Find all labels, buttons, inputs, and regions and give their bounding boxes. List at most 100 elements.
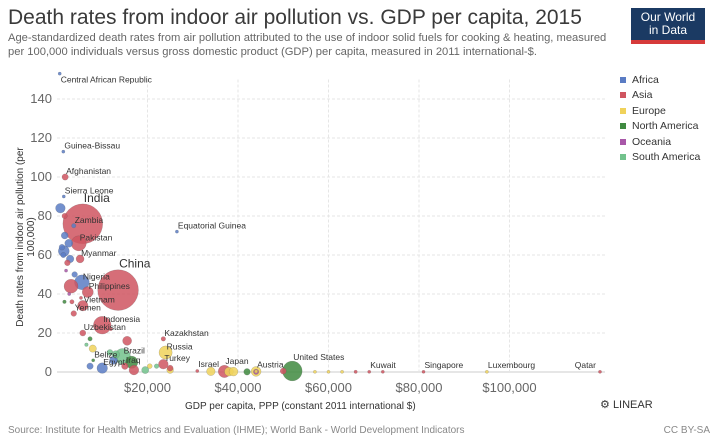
data-point [64, 259, 71, 266]
data-point [122, 336, 132, 346]
point-label: United States [293, 352, 344, 362]
data-point [160, 336, 166, 342]
data-point [166, 364, 174, 372]
data-point [340, 369, 344, 374]
data-point [55, 203, 66, 214]
point-label: Japan [225, 356, 248, 366]
data-point [96, 362, 108, 374]
point-label: Turkey [164, 353, 190, 363]
x-tick-label: $20,000 [124, 380, 171, 395]
x-tick-label: $80,000 [396, 380, 443, 395]
data-point [88, 344, 97, 353]
data-point [62, 299, 67, 304]
data-point [367, 369, 372, 374]
legend-label: South America [632, 151, 701, 164]
data-point [485, 369, 489, 374]
legend-label: Europe [632, 104, 666, 117]
data-point [63, 278, 79, 294]
point-label: Brazil [124, 345, 145, 355]
legend-item[interactable]: North America [620, 119, 700, 135]
scale-toggle-label: LINEAR [612, 399, 653, 411]
data-point [153, 363, 160, 369]
legend-label: Asia [632, 89, 653, 102]
data-point [147, 363, 153, 369]
point-label: India [84, 191, 110, 205]
data-point [353, 369, 358, 374]
legend-label: Africa [632, 73, 659, 86]
point-label: Yemen [75, 303, 101, 313]
data-point [254, 369, 259, 374]
data-point [97, 269, 139, 311]
legend-label: Oceania [632, 135, 672, 148]
point-label: Guinea-Bissau [64, 141, 120, 151]
data-point [108, 327, 113, 331]
data-point [158, 345, 173, 360]
legend-item[interactable]: Europe [620, 103, 700, 119]
scale-toggle-button[interactable]: ⚙ LINEAR [600, 398, 653, 411]
data-point [326, 369, 331, 374]
data-point [77, 300, 89, 312]
data-point [380, 369, 385, 374]
legend-item[interactable]: Asia [620, 88, 700, 104]
point-label: Iraq [126, 355, 141, 365]
data-point [64, 268, 68, 273]
y-tick-label: 20 [38, 325, 52, 340]
data-point [86, 362, 94, 370]
legend-swatch [620, 138, 626, 145]
point-label: Qatar [575, 360, 596, 370]
data-point [84, 342, 89, 347]
legend-item[interactable]: Oceania [620, 134, 700, 150]
data-point [87, 336, 93, 342]
data-point [243, 368, 251, 376]
data-point [61, 149, 66, 154]
data-point [60, 231, 69, 240]
x-tick-label: $100,000 [482, 380, 536, 395]
y-tick-label: 140 [30, 91, 52, 106]
legend-swatch [620, 154, 626, 161]
point-label: Myanmar [81, 248, 117, 258]
data-point [61, 173, 69, 181]
y-tick-label: 40 [38, 286, 52, 301]
point-label: China [119, 257, 151, 271]
data-point [128, 364, 140, 376]
data-point [75, 254, 85, 264]
owid-logo[interactable]: Our World in Data [631, 8, 705, 44]
data-point [71, 271, 78, 278]
data-point [70, 310, 77, 317]
point-label: Kazakhstan [164, 328, 209, 338]
y-tick-label: 0 [45, 364, 52, 379]
y-axis-title: Death rates from indoor air pollution (p… [15, 147, 37, 327]
point-label: Kuwait [370, 360, 396, 370]
data-point [71, 223, 77, 229]
logo-line-2: in Data [648, 23, 688, 37]
y-tick-label: 60 [38, 247, 52, 262]
legend-label: North America [632, 120, 699, 133]
point-label: Luxembourg [488, 360, 536, 370]
license-link[interactable]: CC BY-SA [663, 425, 710, 436]
point-label: Vietnam [84, 295, 115, 305]
point-label: Equatorial Guinea [178, 221, 246, 231]
data-point [69, 299, 75, 305]
data-point [106, 349, 114, 356]
data-point [58, 244, 66, 251]
data-point [206, 366, 216, 376]
chart-subtitle: Age-standardized death rates from air po… [8, 32, 607, 58]
data-point [158, 359, 169, 370]
source-note: Source: Institute for Health Metrics and… [8, 425, 465, 436]
point-label: Zambia [75, 215, 104, 225]
chart-title: Death rates from indoor air pollution vs… [8, 6, 582, 29]
data-point [228, 366, 239, 377]
data-point [93, 316, 112, 335]
point-label: Uzbekistan [84, 322, 126, 332]
legend-item[interactable]: Africa [620, 72, 700, 88]
y-tick-label: 100 [30, 169, 52, 184]
y-tick-label: 120 [30, 130, 52, 145]
data-point [79, 329, 87, 337]
legend-item[interactable]: South America [620, 150, 700, 166]
data-point [60, 252, 67, 258]
legend-swatch [620, 123, 626, 130]
data-point [61, 213, 68, 219]
point-label: Central African Republic [61, 75, 153, 85]
gear-icon: ⚙ [600, 399, 610, 411]
